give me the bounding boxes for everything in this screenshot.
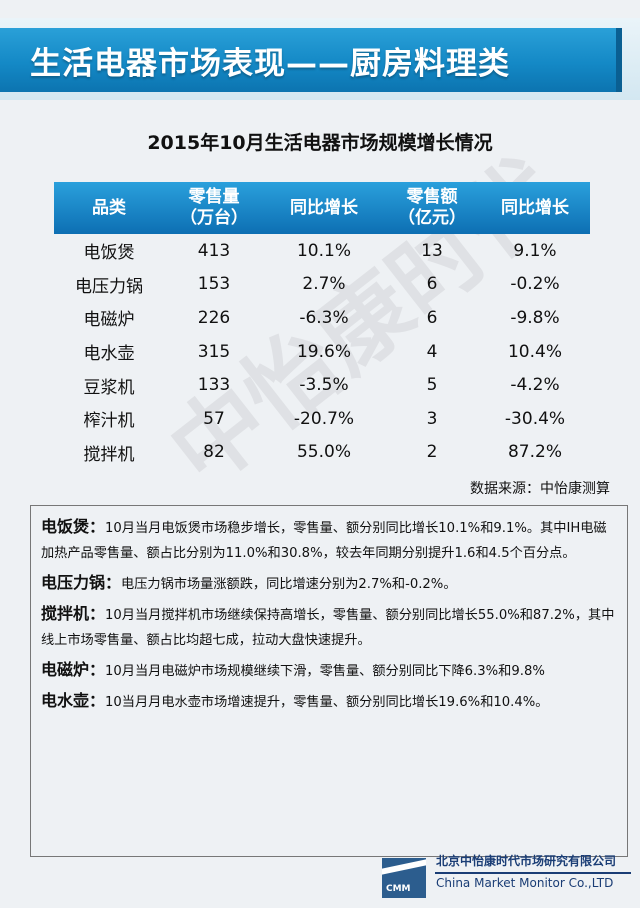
- table-row: 豆浆机 133 -3.5% 5 -4.2%: [54, 368, 590, 402]
- table-row: 电水壶 315 19.6% 4 10.4%: [54, 335, 590, 369]
- value-cell: 57: [203, 408, 225, 429]
- value-cell: 9.1%: [513, 240, 557, 261]
- table-body: 电饭煲 413 10.1% 13 9.1% 电压力锅 153 2.7% 6 -0.2% 电磁炉 226…: [54, 234, 590, 469]
- cmm-logo: CMM: [382, 858, 426, 898]
- value-cell: -3.5%: [299, 375, 349, 396]
- column-header-label: 品类: [92, 197, 126, 218]
- footer-divider: [435, 872, 631, 874]
- column-header-unit: （万台）: [180, 208, 248, 228]
- category-cell: 电压力锅: [75, 276, 143, 297]
- note-paragraph: 搅拌机：10月当月搅拌机市场继续保持高增长，零售量、额分别同比增长55.0%和8…: [41, 601, 617, 653]
- category-cell: 电饭煲: [83, 243, 135, 264]
- note-term: 电饭煲：: [41, 517, 106, 536]
- value-cell: 55.0%: [296, 442, 351, 463]
- market-table: 品类 零售量 （万台） 同比增长 零售额 （亿元） 同比增长 电饭煲 413 10.1% 13 9.…: [54, 182, 590, 469]
- value-cell: 82: [203, 442, 225, 463]
- value-cell: -6.3%: [299, 307, 349, 328]
- category-cell: 电水壶: [83, 344, 135, 365]
- value-cell: 4: [426, 341, 438, 362]
- value-cell: 13: [421, 240, 443, 261]
- value-cell: -20.7%: [293, 408, 355, 429]
- note-text: 10月当月搅拌机市场继续保持高增长，零售量、额分别同比增长55.0%和87.2%…: [41, 608, 615, 648]
- table-row: 榨汁机 57 -20.7% 3 -30.4%: [54, 402, 590, 436]
- table-row: 搅拌机 82 55.0% 2 87.2%: [54, 436, 590, 470]
- value-cell: 2: [426, 442, 438, 463]
- table-row: 电磁炉 226 -6.3% 6 -9.8%: [54, 301, 590, 335]
- note-paragraph: 电磁炉：10月当月电磁炉市场规模继续下滑，零售量、额分别同比下降6.3%和9.8…: [41, 657, 617, 684]
- value-cell: -0.2%: [510, 274, 560, 295]
- value-cell: 87.2%: [507, 442, 562, 463]
- note-text: 10当月月电水壶市场增速提升，零售量、额分别同比增长19.6%和10.4%。: [105, 695, 549, 710]
- column-header-label: 同比增长: [501, 197, 569, 218]
- category-cell: 电磁炉: [83, 310, 135, 331]
- column-header: 品类: [54, 182, 164, 234]
- column-header: 同比增长: [264, 182, 384, 234]
- category-cell: 搅拌机: [83, 444, 135, 465]
- note-paragraph: 电水壶：10当月月电水壶市场增速提升，零售量、额分别同比增长19.6%和10.4…: [41, 688, 617, 715]
- value-cell: 10.4%: [507, 341, 562, 362]
- value-cell: 10.1%: [296, 240, 351, 261]
- logo-text: CMM: [386, 884, 411, 894]
- note-text: 电压力锅市场量涨额跌，同比增速分别为2.7%和-0.2%。: [121, 577, 457, 592]
- value-cell: -30.4%: [504, 408, 566, 429]
- value-cell: 6: [426, 307, 438, 328]
- note-paragraph: 电饭煲：10月当月电饭煲市场稳步增长，零售量、额分别同比增长10.1%和9.1%…: [41, 514, 617, 566]
- table-row: 电压力锅 153 2.7% 6 -0.2%: [54, 268, 590, 302]
- column-header: 同比增长: [480, 182, 590, 234]
- note-paragraph: 电压力锅：电压力锅市场量涨额跌，同比增速分别为2.7%和-0.2%。: [41, 570, 617, 597]
- column-header-unit: （亿元）: [398, 208, 466, 228]
- note-term: 电磁炉：: [41, 660, 106, 679]
- header-bar: 生活电器市场表现——厨房料理类: [0, 28, 622, 92]
- column-header-label: 零售额: [406, 187, 458, 207]
- value-cell: 6: [426, 274, 438, 295]
- column-header-label: 零售量: [188, 187, 240, 207]
- value-cell: 315: [197, 341, 231, 362]
- column-header: 零售额 （亿元）: [384, 182, 480, 234]
- value-cell: 413: [197, 240, 231, 261]
- company-name-cn: 北京中怡康时代市场研究有限公司: [436, 854, 617, 868]
- value-cell: 5: [426, 375, 438, 396]
- table-row: 电饭煲 413 10.1% 13 9.1%: [54, 234, 590, 268]
- value-cell: -4.2%: [510, 375, 560, 396]
- column-header-label: 同比增长: [290, 197, 358, 218]
- value-cell: 226: [197, 307, 231, 328]
- value-cell: 3: [426, 408, 438, 429]
- category-cell: 豆浆机: [83, 377, 135, 398]
- category-cell: 榨汁机: [83, 411, 135, 432]
- value-cell: 153: [197, 274, 231, 295]
- table-title: 2015年10月生活电器市场规模增长情况: [147, 132, 493, 154]
- page-title: 生活电器市场表现——厨房料理类: [30, 46, 510, 82]
- note-term: 电压力锅：: [41, 573, 122, 592]
- note-term: 搅拌机：: [41, 604, 106, 623]
- value-cell: 2.7%: [302, 274, 346, 295]
- note-term: 电水壶：: [41, 691, 106, 710]
- notes-box: 电饭煲：10月当月电饭煲市场稳步增长，零售量、额分别同比增长10.1%和9.1%…: [30, 505, 628, 857]
- note-text: 10月当月电饭煲市场稳步增长，零售量、额分别同比增长10.1%和9.1%。其中I…: [41, 521, 607, 561]
- value-cell: 133: [197, 375, 231, 396]
- company-name-en: China Market Monitor Co.,LTD: [436, 876, 614, 890]
- note-text: 10月当月电磁炉市场规模继续下滑，零售量、额分别同比下降6.3%和9.8%: [105, 664, 545, 679]
- value-cell: 19.6%: [296, 341, 351, 362]
- value-cell: -9.8%: [510, 307, 560, 328]
- column-header: 零售量 （万台）: [164, 182, 264, 234]
- table-header-row: 品类 零售量 （万台） 同比增长 零售额 （亿元） 同比增长: [54, 182, 590, 234]
- data-source: 数据来源：中怡康测算: [470, 481, 610, 497]
